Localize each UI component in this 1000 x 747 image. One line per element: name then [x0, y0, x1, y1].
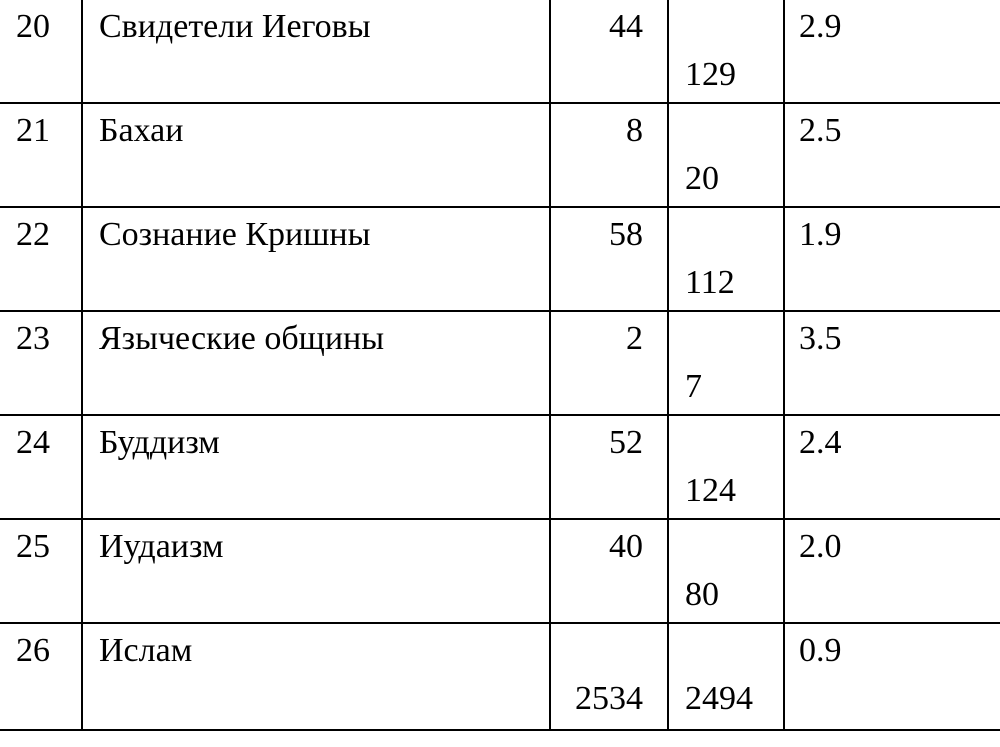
- row-number-cell: 24: [0, 414, 83, 520]
- value-1-cell: 8: [549, 102, 669, 208]
- value-2: 124: [685, 472, 736, 509]
- row-number: 25: [16, 528, 50, 565]
- value-1: 44: [609, 8, 643, 45]
- value-3-cell: 1.9: [783, 206, 1000, 312]
- value-1-cell: 40: [549, 518, 669, 624]
- religion-name: Буддизм: [99, 424, 220, 461]
- value-3: 3.5: [799, 320, 842, 357]
- row-number-cell: 26: [0, 622, 83, 731]
- row-number-cell: 25: [0, 518, 83, 624]
- value-2-cell: 129: [667, 0, 785, 104]
- value-1-cell: 44: [549, 0, 669, 104]
- religion-name: Свидетели Иеговы: [99, 8, 371, 45]
- value-3: 2.9: [799, 8, 842, 45]
- value-1: 2: [626, 320, 643, 357]
- name-cell: Свидетели Иеговы: [81, 0, 551, 104]
- row-number: 20: [16, 8, 50, 45]
- table-row: 23 Языческие общины 2 7 3.5: [0, 310, 1000, 416]
- value-1: 58: [609, 216, 643, 253]
- value-2-cell: 124: [667, 414, 785, 520]
- value-3: 2.0: [799, 528, 842, 565]
- value-3: 2.4: [799, 424, 842, 461]
- value-1: 52: [609, 424, 643, 461]
- value-1-cell: 52: [549, 414, 669, 520]
- name-cell: Сознание Кришны: [81, 206, 551, 312]
- value-2-cell: 7: [667, 310, 785, 416]
- table-row: 25 Иудаизм 40 80 2.0: [0, 518, 1000, 624]
- value-1-cell: 2534: [549, 622, 669, 731]
- table-body: 20 Свидетели Иеговы 44 129 2.9 21 Бахаи …: [0, 0, 1000, 731]
- value-3: 1.9: [799, 216, 842, 253]
- name-cell: Ислам: [81, 622, 551, 731]
- value-3-cell: 2.0: [783, 518, 1000, 624]
- religion-name: Языческие общины: [99, 320, 385, 357]
- row-number: 24: [16, 424, 50, 461]
- religion-name: Бахаи: [99, 112, 184, 149]
- value-3-cell: 2.4: [783, 414, 1000, 520]
- name-cell: Иудаизм: [81, 518, 551, 624]
- value-2: 7: [685, 368, 702, 405]
- value-2: 129: [685, 56, 736, 93]
- value-1-cell: 58: [549, 206, 669, 312]
- religion-name: Ислам: [99, 632, 193, 669]
- data-table: 20 Свидетели Иеговы 44 129 2.9 21 Бахаи …: [0, 0, 1000, 731]
- religion-name: Сознание Кришны: [99, 216, 371, 253]
- value-2-cell: 80: [667, 518, 785, 624]
- value-2: 80: [685, 576, 719, 613]
- value-2: 20: [685, 160, 719, 197]
- value-3: 2.5: [799, 112, 842, 149]
- value-1-cell: 2: [549, 310, 669, 416]
- table-row: 24 Буддизм 52 124 2.4: [0, 414, 1000, 520]
- value-2-cell: 2494: [667, 622, 785, 731]
- table-row: 22 Сознание Кришны 58 112 1.9: [0, 206, 1000, 312]
- table-row: 21 Бахаи 8 20 2.5: [0, 102, 1000, 208]
- value-1: 40: [609, 528, 643, 565]
- value-3-cell: 2.5: [783, 102, 1000, 208]
- row-number: 22: [16, 216, 50, 253]
- value-3: 0.9: [799, 632, 842, 669]
- value-3-cell: 0.9: [783, 622, 1000, 731]
- row-number-cell: 21: [0, 102, 83, 208]
- row-number: 26: [16, 632, 50, 669]
- religion-name: Иудаизм: [99, 528, 224, 565]
- value-3-cell: 2.9: [783, 0, 1000, 104]
- row-number-cell: 22: [0, 206, 83, 312]
- name-cell: Языческие общины: [81, 310, 551, 416]
- row-number-cell: 20: [0, 0, 83, 104]
- value-1: 8: [626, 112, 643, 149]
- name-cell: Буддизм: [81, 414, 551, 520]
- table-row: 26 Ислам 2534 2494 0.9: [0, 622, 1000, 731]
- value-1: 2534: [575, 680, 643, 717]
- value-2-cell: 112: [667, 206, 785, 312]
- name-cell: Бахаи: [81, 102, 551, 208]
- table-row: 20 Свидетели Иеговы 44 129 2.9: [0, 0, 1000, 104]
- row-number: 21: [16, 112, 50, 149]
- row-number-cell: 23: [0, 310, 83, 416]
- value-2: 112: [685, 264, 735, 301]
- row-number: 23: [16, 320, 50, 357]
- value-2: 2494: [685, 680, 753, 717]
- value-3-cell: 3.5: [783, 310, 1000, 416]
- value-2-cell: 20: [667, 102, 785, 208]
